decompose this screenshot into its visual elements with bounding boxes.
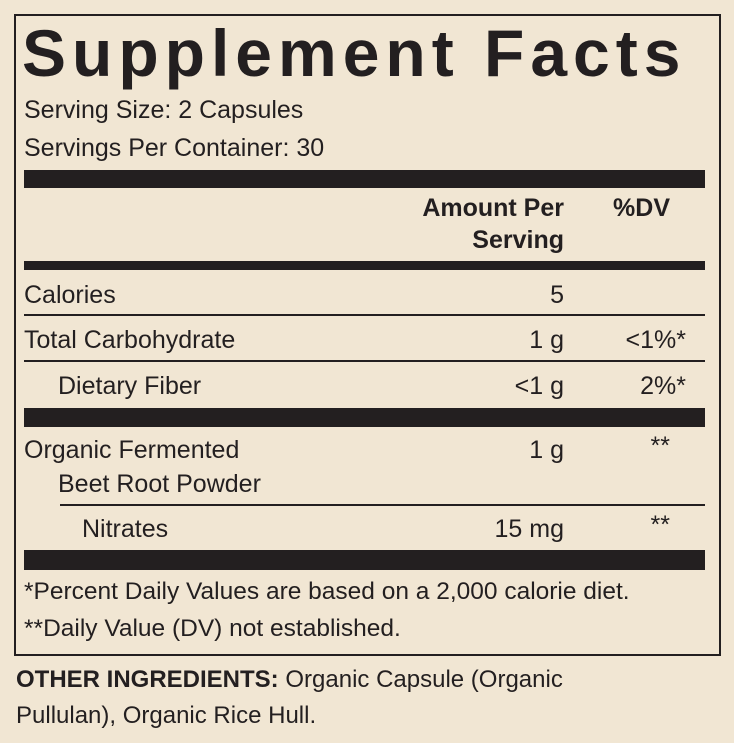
footnote: *Percent Daily Values are based on a 2,0… [24, 578, 630, 605]
thick-rule [24, 550, 705, 570]
dv-header: %DV [613, 194, 670, 222]
other-ingredients-label: OTHER INGREDIENTS: [16, 666, 279, 693]
row-dv: <1%* [625, 326, 686, 354]
row-dv: ** [650, 432, 670, 460]
serving-size: Serving Size: 2 Capsules [24, 96, 304, 124]
title: Supplement Facts [22, 16, 687, 90]
thick-rule [24, 170, 705, 188]
thick-rule [24, 408, 705, 427]
row-name: Calories [24, 281, 116, 309]
other-ingredients: OTHER INGREDIENTS: Organic Capsule (Orga… [16, 668, 563, 692]
row-amount: 1 g [529, 326, 564, 354]
row-dv: ** [650, 511, 670, 539]
amount-header: Serving [472, 226, 564, 254]
footnote: **Daily Value (DV) not established. [24, 615, 401, 642]
row-name: Total Carbohydrate [24, 326, 236, 354]
thin-rule [24, 360, 705, 362]
thin-rule [24, 314, 705, 316]
thick-rule [24, 261, 705, 270]
thin-rule [60, 504, 705, 506]
row-amount: <1 g [514, 372, 564, 400]
row-name: Organic Fermented [24, 436, 240, 464]
row-name: Nitrates [82, 515, 169, 543]
amount-header: Amount Per [422, 194, 564, 222]
other-ingredients-text: Organic Capsule (Organic [285, 666, 563, 693]
row-dv: 2%* [640, 372, 686, 400]
row-name: Dietary Fiber [58, 372, 202, 400]
row-amount: 15 mg [494, 515, 564, 543]
row-name: Beet Root Powder [58, 470, 261, 498]
other-ingredients-text: Pullulan), Organic Rice Hull. [16, 702, 317, 729]
row-amount: 5 [550, 281, 564, 309]
facts-panel [14, 14, 721, 656]
row-amount: 1 g [529, 436, 564, 464]
servings-per-container: Servings Per Container: 30 [24, 134, 325, 162]
